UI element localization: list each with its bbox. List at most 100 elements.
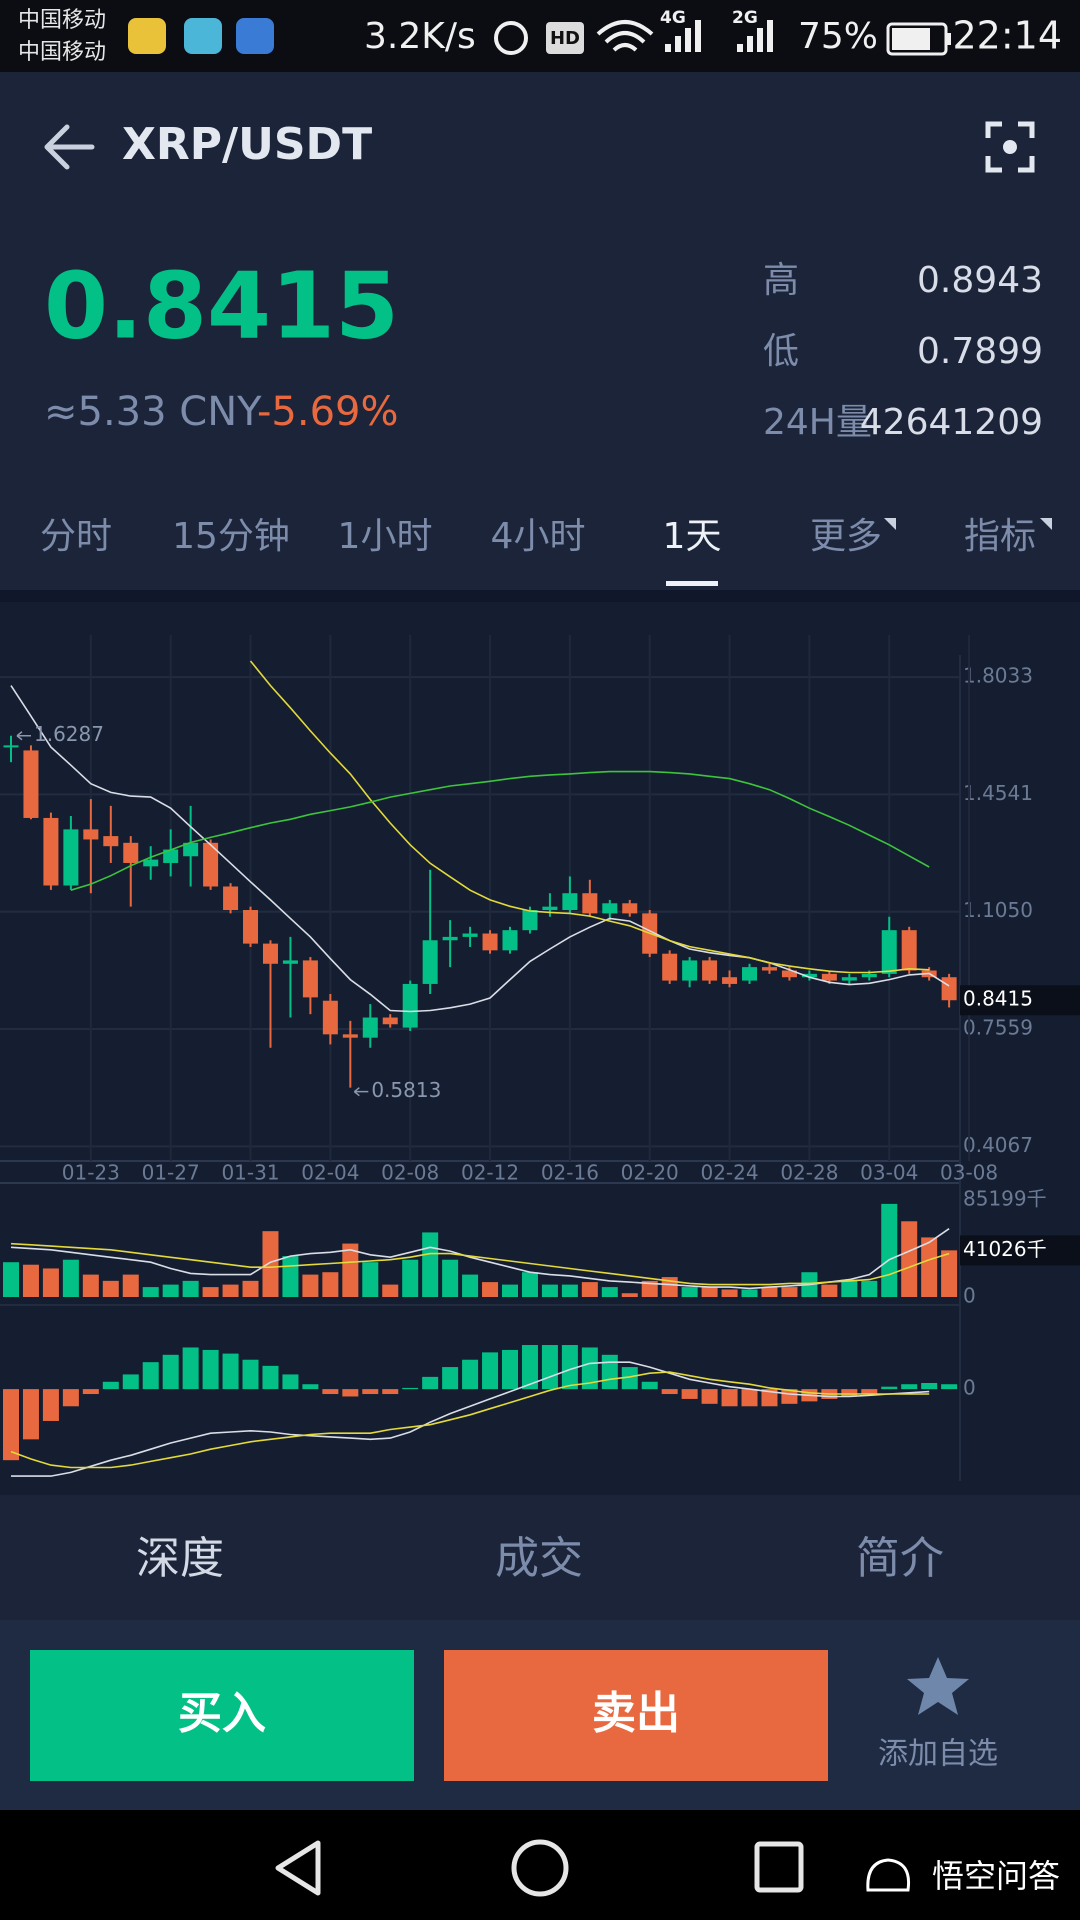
last-price: 0.8415 [44, 252, 399, 359]
period-tab[interactable]: 更多 [810, 516, 882, 557]
watermark: 悟空问答 [932, 1857, 1060, 1895]
period-tab[interactable]: 指标 [964, 516, 1036, 557]
period-tab[interactable]: 15分钟 [172, 516, 290, 557]
bar [222, 1284, 239, 1297]
bar [422, 1232, 439, 1297]
bar [541, 1345, 558, 1390]
bar [502, 1349, 518, 1390]
bar [342, 1389, 359, 1397]
nav-recents[interactable] [754, 1841, 804, 1893]
bar [621, 1293, 638, 1297]
candle-body [143, 859, 159, 867]
net-speed: 3.2K/s [364, 16, 476, 57]
bottom-tab[interactable]: 简介 [856, 1533, 944, 1584]
buy-button[interactable] [30, 1650, 414, 1781]
candle-body [542, 906, 558, 911]
annotation-arrow [16, 731, 31, 741]
period-tab[interactable]: 分时 [40, 516, 112, 557]
bar [681, 1287, 698, 1297]
alarm-icon [494, 21, 528, 55]
candle-body [362, 1017, 378, 1038]
last-value-label: 0.8415 [963, 987, 1033, 1011]
nav-home[interactable] [511, 1839, 569, 1897]
candle-body [342, 1034, 358, 1038]
bottom-tab[interactable]: 深度 [136, 1533, 224, 1584]
bar [122, 1274, 139, 1297]
bar [741, 1389, 758, 1407]
tab-indicator [666, 581, 718, 586]
candle-body [3, 745, 19, 748]
bar [482, 1282, 499, 1297]
bar [941, 1250, 958, 1297]
candle-body [502, 930, 518, 951]
bar [521, 1272, 538, 1297]
bar [641, 1381, 658, 1390]
bar [62, 1389, 79, 1407]
hd-label: HD [550, 28, 580, 49]
stat-label: 24H量 [763, 402, 872, 443]
bottom-tab-list: 深度 成交 简介 [136, 1533, 944, 1584]
cny-price: ≈5.33 CNY [44, 389, 262, 435]
app-icon [184, 18, 222, 54]
nav-back[interactable] [275, 1840, 321, 1896]
bar [342, 1243, 359, 1297]
bar [82, 1389, 99, 1395]
bar [462, 1359, 479, 1390]
bar [202, 1349, 219, 1390]
bar [721, 1389, 738, 1407]
bar [162, 1354, 179, 1390]
sell-button[interactable] [444, 1650, 828, 1781]
battery-fill [892, 28, 930, 50]
watch-star[interactable] [907, 1657, 969, 1715]
bar [841, 1389, 858, 1397]
app-icon [236, 18, 274, 54]
y-tick-label: 0 [963, 1376, 976, 1400]
signal-icon [665, 20, 701, 52]
bottom-tab[interactable]: 成交 [495, 1533, 583, 1584]
bar [462, 1274, 479, 1297]
app-icon [128, 18, 166, 54]
bar [701, 1287, 718, 1297]
candle-body [63, 829, 79, 886]
bar [42, 1268, 59, 1297]
candle-body [881, 930, 897, 974]
bar [402, 1387, 419, 1390]
bar [561, 1345, 578, 1390]
bar [182, 1347, 199, 1390]
period-tab[interactable]: 4小时 [491, 516, 586, 557]
bar [22, 1264, 39, 1297]
candle-body [781, 970, 797, 978]
candle-body [482, 933, 498, 951]
bar [362, 1262, 379, 1297]
bar [442, 1367, 459, 1390]
candle-body [382, 1017, 398, 1025]
fullscreen-button[interactable] [985, 121, 1035, 173]
bar [102, 1381, 119, 1390]
bar [601, 1287, 618, 1297]
x-tick-label: 02-28 [780, 1161, 838, 1185]
indicator-line [10, 1371, 930, 1469]
bar [302, 1384, 319, 1390]
candle-body [322, 1000, 338, 1035]
back-button[interactable] [44, 124, 95, 170]
candle-body [662, 953, 678, 981]
indicator-line [10, 685, 950, 1013]
network-type: 4G [660, 8, 686, 28]
bar [921, 1383, 938, 1390]
candle-body [562, 893, 578, 911]
y-tick-label: 0.4067 [963, 1133, 1033, 1157]
bar [541, 1284, 558, 1297]
indicator-line [11, 1361, 930, 1477]
candle-body [602, 903, 618, 914]
bar [282, 1256, 299, 1297]
x-tick-label: 02-08 [381, 1161, 439, 1185]
low-label: 0.5813 [371, 1078, 441, 1102]
candle-body [183, 842, 199, 857]
last-value-label: 41026千 [963, 1237, 1047, 1261]
period-tab[interactable]: 1小时 [338, 516, 433, 557]
period-tab[interactable]: 1天 [663, 516, 722, 557]
indicator-line [10, 1228, 950, 1290]
bar [701, 1389, 718, 1404]
bar [681, 1389, 698, 1399]
bar [202, 1287, 219, 1297]
